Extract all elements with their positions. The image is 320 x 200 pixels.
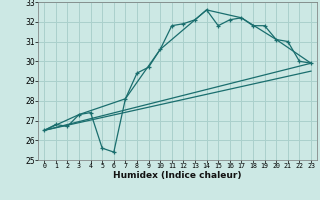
X-axis label: Humidex (Indice chaleur): Humidex (Indice chaleur) [113,171,242,180]
